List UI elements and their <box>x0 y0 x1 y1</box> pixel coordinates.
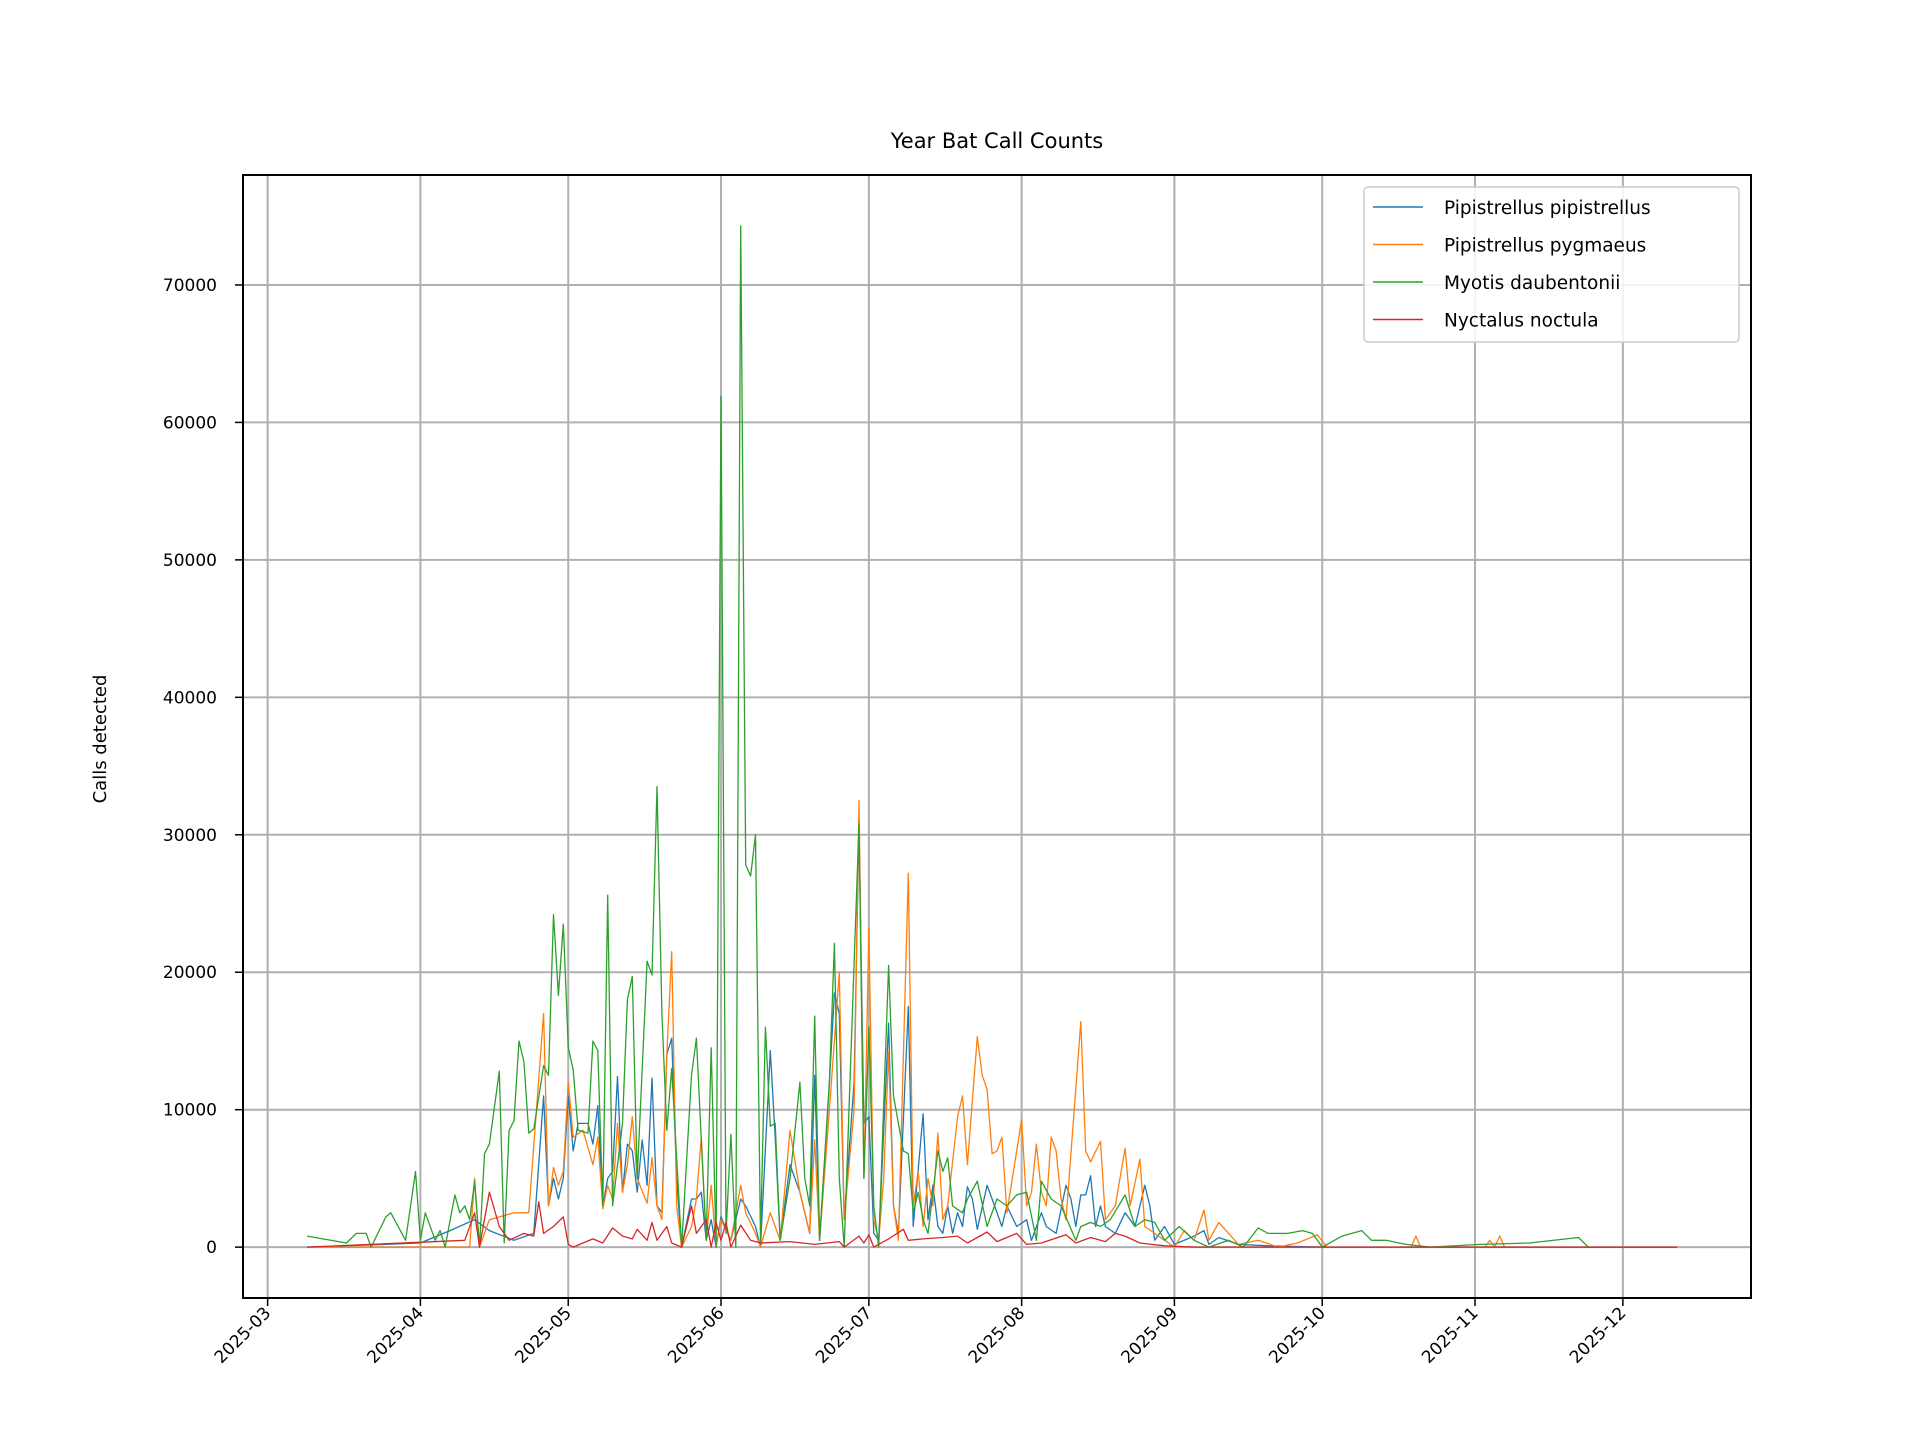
legend-label: Myotis daubentonii <box>1444 273 1620 294</box>
y-tick-label: 50000 <box>163 551 217 571</box>
y-tick-label: 60000 <box>163 413 217 433</box>
axes-frame <box>242 174 1752 1299</box>
series-line-nyctalus-noctula <box>307 1191 1678 1248</box>
legend-label: Pipistrellus pipistrellus <box>1444 198 1651 219</box>
series-line-myotis-daubentonii <box>306 225 1678 1248</box>
y-tick-label: 0 <box>206 1238 217 1258</box>
y-tick-label: 10000 <box>163 1101 217 1121</box>
series-line-pipistrellus-pygmaeus <box>307 799 1678 1248</box>
y-tick-label: 20000 <box>163 963 217 983</box>
legend-label: Pipistrellus pygmaeus <box>1444 236 1646 257</box>
y-axis-label: Calls detected <box>90 675 111 804</box>
y-tick-label: 40000 <box>163 688 217 708</box>
series-lines <box>306 225 1678 1248</box>
y-tick-label: 30000 <box>163 826 217 846</box>
legend-box <box>1363 186 1740 343</box>
y-tick-label: 70000 <box>163 276 217 296</box>
legend: Pipistrellus pipistrellus Pipistrellus py… <box>1363 186 1740 343</box>
legend-label: Nyctalus noctula <box>1444 311 1599 332</box>
chart-title: Year Bat Call Counts <box>890 129 1104 153</box>
